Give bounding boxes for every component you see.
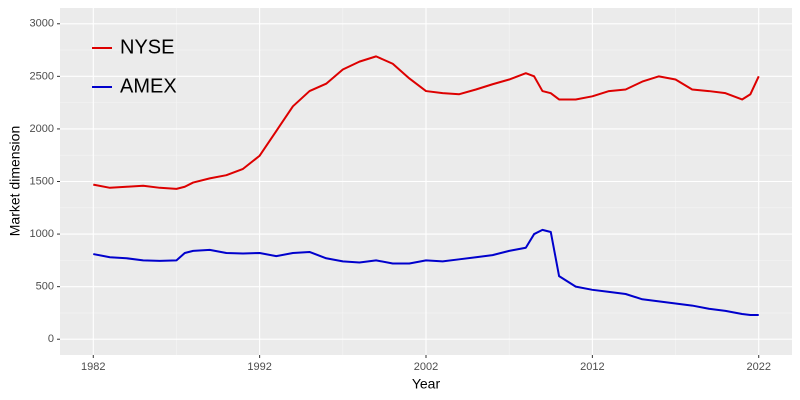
y-tick-label: 0 xyxy=(48,333,54,345)
x-tick-label: 2012 xyxy=(580,361,604,373)
x-tick-label: 1992 xyxy=(247,361,271,373)
x-tick-label: 2002 xyxy=(414,361,438,373)
y-tick-label: 500 xyxy=(36,281,54,293)
y-tick-label: 2000 xyxy=(30,123,54,135)
y-tick-label: 1500 xyxy=(30,175,54,187)
line-series xyxy=(93,228,759,317)
y-tick-label: 2500 xyxy=(30,70,54,82)
legend-label: AMEX xyxy=(120,75,177,97)
y-axis-title: Market dimension xyxy=(7,126,23,237)
x-tick-label: 2022 xyxy=(746,361,770,373)
y-tick-label: 3000 xyxy=(30,18,54,30)
x-tick-label: 1982 xyxy=(81,361,105,373)
line-series xyxy=(93,55,760,190)
x-axis-title: Year xyxy=(412,376,441,392)
legend-label: NYSE xyxy=(120,36,174,58)
y-tick-label: 1000 xyxy=(30,228,54,240)
